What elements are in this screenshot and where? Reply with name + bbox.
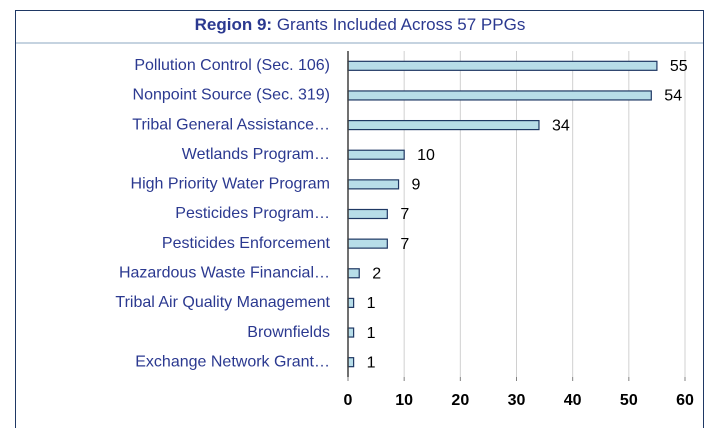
bar (347, 179, 400, 190)
bar (347, 90, 652, 101)
value-label: 10 (417, 147, 435, 164)
bar (347, 327, 355, 338)
y-tick-label: Wetlands Program… (182, 146, 330, 163)
value-label: 1 (367, 325, 376, 342)
y-tick-label: Exchange Network Grant… (135, 353, 330, 370)
frame (15, 10, 704, 428)
value-label: 1 (367, 295, 376, 312)
value-label: 2 (372, 265, 381, 282)
x-tick-label: 20 (451, 392, 469, 409)
chart-title: Region 9: Grants Included Across 57 PPGs (195, 15, 526, 34)
value-label: 34 (552, 117, 570, 134)
x-tick-label: 40 (564, 392, 582, 409)
y-tick-label: Pollution Control (Sec. 106) (134, 57, 330, 74)
bar (347, 119, 540, 131)
value-label: 9 (412, 177, 421, 194)
value-label: 7 (400, 206, 409, 223)
bar (347, 357, 355, 368)
y-tick-label: Tribal General Assistance… (132, 116, 330, 133)
x-tick-label: 10 (395, 392, 413, 409)
x-tick-label: 60 (676, 392, 694, 409)
y-tick-label: Nonpoint Source (Sec. 319) (133, 87, 330, 104)
y-tick-label: Tribal Air Quality Management (115, 294, 330, 311)
x-tick-label: 30 (508, 392, 526, 409)
y-tick-label: Pesticides Enforcement (162, 235, 331, 252)
title-prefix: Region 9: (195, 15, 272, 34)
y-tick-label: High Priority Water Program (131, 176, 330, 193)
value-label: 54 (664, 88, 682, 105)
bar (347, 268, 360, 279)
value-label: 55 (670, 58, 688, 75)
bar (347, 149, 405, 160)
bar (347, 238, 388, 249)
bar (347, 208, 388, 220)
title-text: Grants Included Across 57 PPGs (277, 15, 526, 34)
x-tick-label: 50 (620, 392, 638, 409)
bar (347, 60, 658, 71)
y-tick-label: Pesticides Program… (175, 205, 330, 222)
bar (347, 297, 355, 309)
value-label: 1 (367, 354, 376, 371)
y-tick-label: Hazardous Waste Financial… (119, 264, 330, 281)
y-tick-label: Brownfields (247, 324, 330, 341)
x-tick-label: 0 (344, 392, 353, 409)
value-label: 7 (400, 236, 409, 253)
